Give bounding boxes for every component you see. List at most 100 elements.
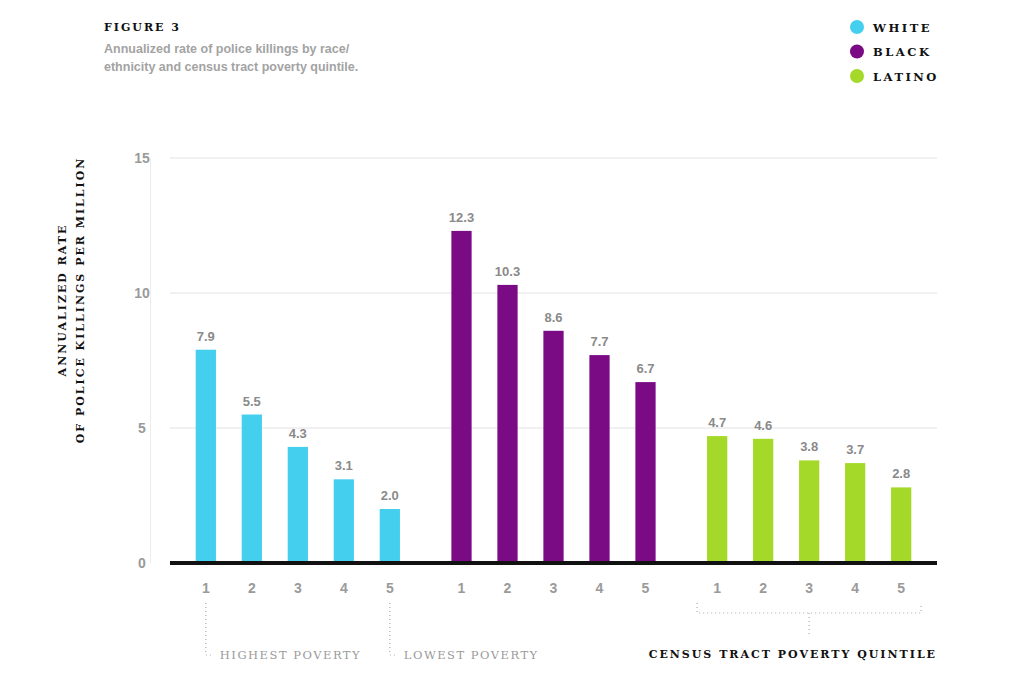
y-tick-label: 10 bbox=[134, 285, 150, 301]
x-tick: 5 bbox=[642, 563, 650, 596]
y-tick-label: 15 bbox=[134, 150, 150, 166]
data-label: 7.7 bbox=[590, 334, 608, 349]
legend-swatch bbox=[850, 69, 864, 83]
x-tick: 2 bbox=[759, 563, 767, 596]
x-axis-title: CENSUS TRACT POVERTY QUINTILE bbox=[649, 648, 937, 661]
grid-line bbox=[170, 293, 937, 294]
bar bbox=[288, 447, 308, 563]
x-tick-label: 1 bbox=[458, 580, 466, 596]
bar bbox=[334, 479, 354, 563]
legend-label: LATINO bbox=[873, 70, 939, 84]
y-tick: 5 bbox=[138, 420, 150, 436]
data-label: 4.6 bbox=[754, 418, 772, 433]
data-label: 3.1 bbox=[335, 458, 353, 473]
x-tick: 4 bbox=[851, 563, 859, 596]
chart-svg: FIGURE 3 Annualized rate of police killin… bbox=[0, 0, 1028, 677]
x-tick-label: 4 bbox=[596, 580, 604, 596]
bar bbox=[891, 487, 911, 563]
bar bbox=[196, 350, 216, 563]
bar bbox=[799, 460, 819, 563]
x-tick-label: 3 bbox=[805, 580, 813, 596]
y-tick: 10 bbox=[134, 285, 150, 301]
bar bbox=[380, 509, 400, 563]
legend-swatch bbox=[850, 45, 864, 59]
data-label: 3.7 bbox=[846, 442, 864, 457]
x-tick-label: 3 bbox=[550, 580, 558, 596]
data-label: 7.9 bbox=[197, 329, 215, 344]
bar-series bbox=[196, 350, 400, 563]
page: FIGURE 3 Annualized rate of police killin… bbox=[0, 0, 1028, 677]
bar bbox=[845, 463, 865, 563]
x-tick-label: 5 bbox=[642, 580, 650, 596]
annotation: HIGHEST POVERTY bbox=[220, 648, 361, 662]
x-axis: 1 2 3 4 5 bbox=[458, 563, 650, 596]
data-label: 4.3 bbox=[289, 426, 307, 441]
grid-line bbox=[170, 158, 937, 159]
data-label: 10.3 bbox=[495, 264, 520, 279]
subtitle: Annualized rate of police killings by ra… bbox=[104, 42, 350, 56]
grid-line bbox=[170, 563, 937, 564]
x-tick-label: 4 bbox=[851, 580, 859, 596]
y-axis-title: ANNUALIZED RATE bbox=[56, 224, 69, 378]
x-axis: 1 2 3 4 5 bbox=[713, 563, 905, 596]
legend-label: WHITE bbox=[872, 21, 932, 35]
x-tick-label: 2 bbox=[759, 580, 767, 596]
x-tick: 4 bbox=[596, 563, 604, 596]
bar bbox=[242, 415, 262, 564]
baseline bbox=[170, 561, 937, 565]
x-tick: 5 bbox=[897, 563, 905, 596]
annotation-leader bbox=[390, 603, 398, 655]
annotation-leader bbox=[206, 603, 214, 655]
data-labels: 7.95.54.33.12.012.310.38.67.76.74.74.63.… bbox=[197, 210, 910, 503]
x-tick: 2 bbox=[504, 563, 512, 596]
x-tick: 1 bbox=[202, 563, 210, 596]
data-label: 8.6 bbox=[544, 310, 562, 325]
x-tick-label: 2 bbox=[248, 580, 256, 596]
bar bbox=[707, 436, 727, 563]
bar bbox=[635, 382, 655, 563]
x-tick: 3 bbox=[805, 563, 813, 596]
chart-container: FIGURE 3 Annualized rate of police killin… bbox=[0, 0, 1028, 677]
x-tick-label: 5 bbox=[386, 580, 394, 596]
bar-series bbox=[707, 436, 911, 563]
y-axis-title: OF POLICE KILLINGS PER MILLION bbox=[74, 157, 87, 444]
bar bbox=[753, 439, 773, 563]
y-tick: 15 bbox=[134, 150, 150, 166]
x-tick: 3 bbox=[294, 563, 302, 596]
bar-series bbox=[451, 231, 655, 563]
y-axis: 0 5 10 15 bbox=[134, 150, 150, 571]
title: FIGURE 3 bbox=[104, 21, 181, 34]
x-tick: 2 bbox=[248, 563, 256, 596]
data-label: 4.7 bbox=[708, 415, 726, 430]
x-tick: 1 bbox=[713, 563, 721, 596]
data-label: 6.7 bbox=[636, 361, 654, 376]
annotation: LOWEST POVERTY bbox=[404, 648, 539, 662]
bar bbox=[497, 285, 517, 563]
x-tick: 4 bbox=[340, 563, 348, 596]
x-tick: 1 bbox=[458, 563, 466, 596]
grid bbox=[170, 158, 937, 563]
x-tick-label: 5 bbox=[897, 580, 905, 596]
data-label: 2.0 bbox=[381, 488, 399, 503]
y-tick-label: 5 bbox=[138, 420, 146, 436]
bar bbox=[589, 355, 609, 563]
bar bbox=[543, 331, 563, 563]
x-tick: 5 bbox=[386, 563, 394, 596]
x-tick-label: 1 bbox=[713, 580, 721, 596]
y-axis-line bbox=[150, 159, 151, 564]
x-tick-label: 2 bbox=[504, 580, 512, 596]
x-tick-label: 3 bbox=[294, 580, 302, 596]
x-axis: 1 2 3 4 5 bbox=[202, 563, 394, 596]
data-label: 3.8 bbox=[800, 439, 818, 454]
x-label-bracket bbox=[697, 603, 921, 637]
x-tick-label: 4 bbox=[340, 580, 348, 596]
subtitle: ethnicity and census tract poverty quint… bbox=[104, 60, 358, 74]
x-tick: 3 bbox=[550, 563, 558, 596]
data-label: 5.5 bbox=[243, 394, 261, 409]
data-label: 2.8 bbox=[892, 466, 910, 481]
legend-label: BLACK bbox=[873, 45, 931, 59]
legend-swatch bbox=[850, 20, 864, 34]
y-tick-label: 0 bbox=[138, 555, 146, 571]
y-tick: 0 bbox=[138, 555, 150, 571]
bar bbox=[451, 231, 471, 563]
